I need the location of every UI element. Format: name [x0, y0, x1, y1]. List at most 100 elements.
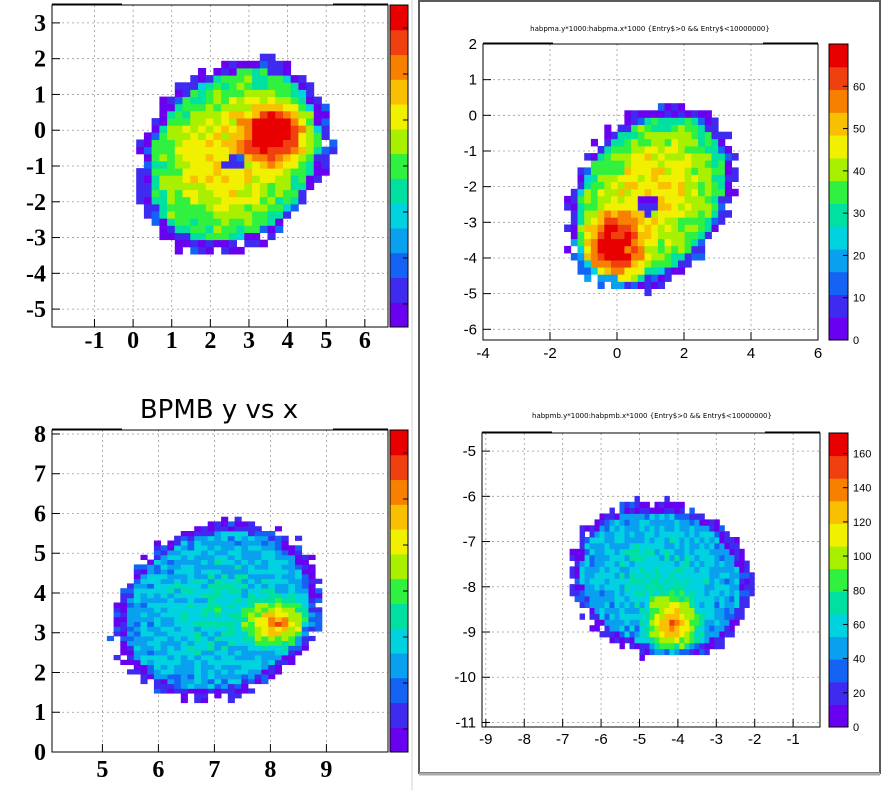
x-tick-label: 4 [747, 345, 755, 362]
y-tick-label: 1 [34, 82, 46, 108]
heatmap-cell [295, 640, 303, 646]
heatmap-cell [590, 203, 598, 211]
heatmap-cell [281, 588, 289, 594]
heatmap-cell [624, 578, 630, 585]
heatmap-cell [699, 631, 705, 638]
heatmap-cell [234, 612, 242, 618]
heatmap-cell [644, 281, 652, 289]
heatmap-cell [659, 554, 665, 561]
heatmap-cell [704, 531, 710, 538]
heatmap-cell [274, 573, 282, 580]
plot-frame [482, 43, 819, 341]
heatmap-cell [691, 253, 699, 261]
heatmap-cell [644, 146, 652, 154]
heatmap-cell [244, 82, 253, 90]
heatmap-cell [644, 584, 650, 591]
heatmap-cell [651, 210, 659, 218]
heatmap-cell [709, 560, 715, 567]
heatmap-cell [574, 548, 580, 556]
heatmap-cell [664, 566, 670, 573]
heatmap-cell [254, 674, 262, 680]
heatmap-cell [619, 525, 625, 532]
heatmap-cell [182, 218, 191, 226]
heatmap-cell [153, 583, 161, 589]
heatmap-cell [597, 224, 605, 232]
heatmap-cell [609, 548, 615, 556]
heatmap-cell [609, 613, 615, 620]
heatmap-cell [739, 595, 745, 603]
heatmap-cell [698, 146, 706, 154]
heatmap-cell [180, 659, 188, 665]
heatmap-cell [201, 588, 209, 594]
heatmap-cell [241, 564, 249, 570]
heatmap-cell [729, 613, 735, 620]
heatmap-cell [167, 597, 175, 603]
heatmap-cell [709, 572, 715, 579]
heatmap-cell [213, 239, 222, 248]
heatmap-cell [590, 253, 598, 261]
heatmap-cell [684, 554, 690, 561]
heatmap-cell [274, 669, 282, 675]
heatmap-cell [254, 659, 262, 665]
heatmap-cell [594, 590, 600, 597]
heatmap-cell [120, 635, 128, 642]
heatmap-cell [669, 566, 675, 573]
heatmap-cell [254, 526, 262, 532]
heatmap-cell [283, 211, 292, 219]
heatmap-cell [589, 560, 595, 567]
heatmap-cell [629, 584, 635, 591]
heatmap-cell [198, 103, 207, 112]
heatmap-cell [140, 635, 148, 642]
heatmap-cell [274, 559, 282, 565]
heatmap-cell [657, 188, 665, 197]
heatmap-cell [281, 640, 289, 646]
heatmap-cell [275, 218, 284, 226]
heatmap-cell [187, 655, 195, 661]
heatmap-cell [275, 211, 284, 219]
heatmap-cell [651, 131, 659, 140]
heatmap-cell [704, 631, 710, 638]
y-tick-label: -1 [26, 154, 46, 180]
heatmap-cell [654, 566, 660, 573]
heatmap-cell [704, 578, 710, 585]
heatmap-cell [182, 89, 191, 97]
heatmap-cell [664, 238, 672, 247]
heatmap-cell [614, 513, 620, 520]
heatmap-cell [308, 626, 316, 632]
heatmap-cell [290, 118, 299, 126]
heatmap-cell [187, 635, 195, 642]
heatmap-cell [167, 612, 175, 618]
heatmap-cell [657, 238, 665, 247]
heatmap-cell [634, 631, 640, 638]
heatmap-cell [691, 210, 699, 218]
heatmap-cell [624, 281, 632, 289]
heatmap-cell [236, 225, 245, 233]
heatmap-cell [313, 153, 322, 162]
heatmap-cell [283, 68, 292, 76]
heatmap-cell [248, 526, 256, 532]
heatmap-cell [213, 182, 222, 191]
heatmap-cell [301, 631, 309, 637]
heatmap-cell [617, 210, 625, 218]
heatmap-cell [147, 569, 155, 575]
heatmap-cell [664, 607, 670, 614]
heatmap-cell [734, 607, 740, 614]
heatmap-cell [711, 217, 719, 225]
heatmap-cell [691, 245, 699, 254]
heatmap-cell [248, 612, 256, 618]
heatmap-cell [644, 637, 650, 644]
heatmap-cell [151, 132, 160, 140]
heatmap-cell [194, 678, 202, 685]
heatmap-cell [644, 531, 650, 538]
heatmap-cell [644, 513, 650, 520]
heatmap-cell [236, 146, 245, 155]
heatmap-cell [590, 138, 598, 147]
heatmap-cell [198, 246, 207, 255]
heatmap-cell [174, 583, 182, 589]
heatmap-cell [308, 607, 316, 613]
heatmap-cell [140, 583, 148, 589]
heatmap-cell [629, 519, 635, 526]
heatmap-cell [570, 210, 578, 218]
heatmap-cell [221, 189, 230, 198]
heatmap-cell [205, 225, 214, 233]
